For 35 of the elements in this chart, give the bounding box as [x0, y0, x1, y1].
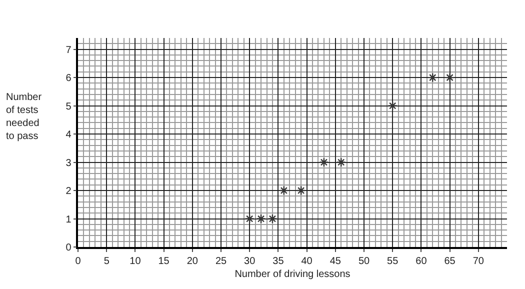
- y-tick-label: 7: [66, 44, 72, 56]
- point: [296, 186, 306, 196]
- x-tick-label: 25: [215, 256, 227, 267]
- y-tick-label: 5: [66, 101, 72, 112]
- point: [445, 72, 455, 82]
- point: [279, 186, 289, 196]
- y-tick-label: 2: [66, 186, 72, 198]
- x-tick-label: 50: [358, 256, 370, 267]
- y-tick-label: 4: [66, 130, 72, 141]
- x-tick-label: 45: [330, 256, 342, 267]
- point: [256, 214, 266, 224]
- x-axis-title: Number of driving lessons: [234, 268, 350, 280]
- point: [388, 100, 398, 111]
- x-tick-label: 65: [444, 256, 456, 267]
- x-tick-label: 35: [272, 256, 284, 267]
- y-tick-label: 6: [66, 73, 72, 84]
- x-tick-label: 60: [416, 256, 428, 267]
- point: [336, 157, 346, 168]
- x-tick-label: 55: [387, 256, 399, 267]
- y-tick-label: 0: [66, 242, 72, 254]
- x-tick-label: 15: [158, 256, 170, 267]
- x-tick-label: 5: [104, 256, 110, 267]
- point: [244, 214, 254, 224]
- x-tick-label: 30: [244, 256, 256, 267]
- x-tick-label: 0: [75, 256, 82, 267]
- point: [319, 157, 329, 168]
- y-axis-title: Number of tests needed to pass: [6, 92, 42, 142]
- point: [268, 214, 278, 224]
- point: [428, 72, 438, 82]
- y-tick-label: 3: [66, 158, 72, 169]
- x-tick-label: 20: [186, 256, 198, 267]
- x-tick-label: 40: [301, 256, 313, 267]
- y-tick-label: 1: [66, 214, 72, 226]
- x-tick-label: 70: [472, 256, 484, 267]
- x-tick-label: 10: [130, 256, 142, 267]
